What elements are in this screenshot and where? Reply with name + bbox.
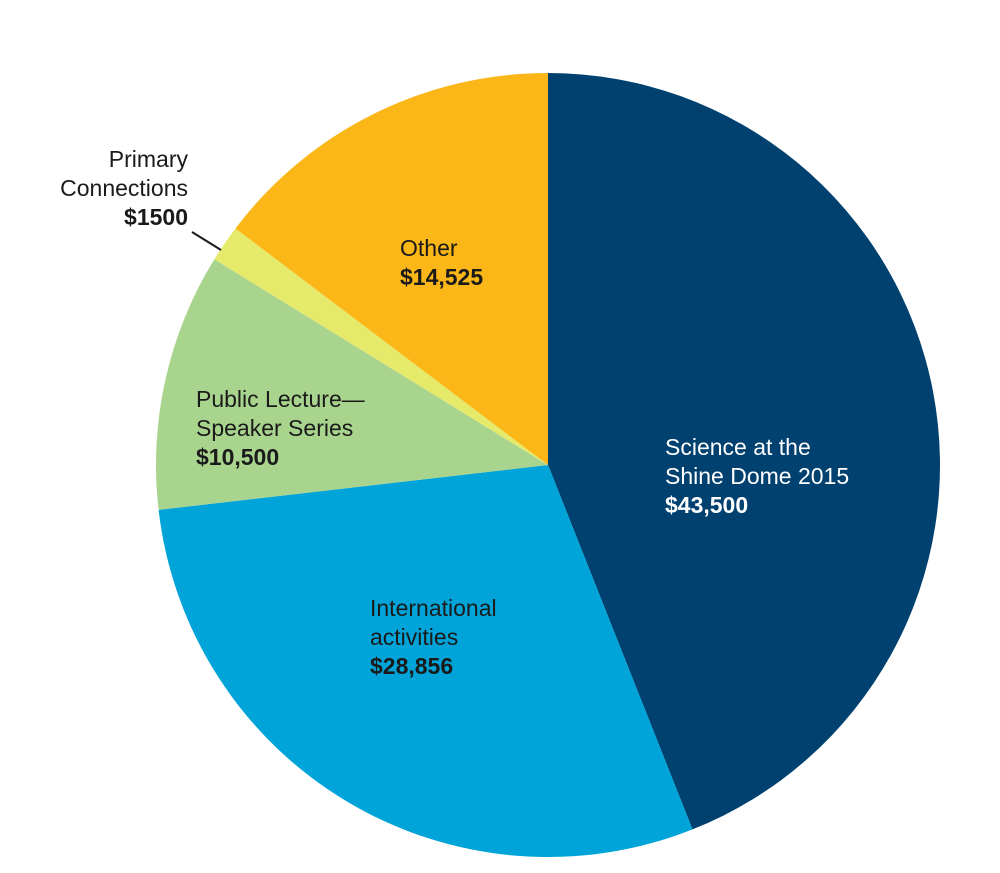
slice-name-line: Speaker Series <box>196 415 353 441</box>
slice-label-primary-connections: Primary Connections $1500 <box>60 146 188 230</box>
slice-name-line: Primary <box>109 146 189 172</box>
slice-name-line: Shine Dome 2015 <box>665 463 849 489</box>
pie-labels: Science at the Shine Dome 2015 $43,500 Inte… <box>60 146 849 679</box>
slice-value-label: $14,525 <box>400 264 483 290</box>
slice-value-label: $43,500 <box>665 492 748 518</box>
slice-name-line: Other <box>400 235 458 261</box>
slice-name-line: Science at the <box>665 434 811 460</box>
pie-slice-public-lecture-speaker-series <box>155 259 548 510</box>
slice-value-label: $10,500 <box>196 444 279 470</box>
slice-name-line: International <box>370 595 497 621</box>
slice-label-science-at-the-shine-dome: Science at the Shine Dome 2015 $43,500 <box>665 434 849 518</box>
slice-value-label: $1500 <box>124 204 188 230</box>
slice-label-public-lecture-speaker-series: Public Lecture— Speaker Series $10,500 <box>196 386 365 470</box>
pie-slice-other <box>235 73 549 465</box>
pie-slice-international-activities <box>158 465 693 857</box>
slice-name-line: activities <box>370 624 458 650</box>
slice-value-label: $28,856 <box>370 653 453 679</box>
slice-label-international-activities: International activities $28,856 <box>370 595 497 679</box>
slice-name-line: Connections <box>60 175 188 201</box>
slice-label-other: Other $14,525 <box>400 235 483 290</box>
pie-slice-science-at-the-shine-dome <box>548 73 940 830</box>
pie-slices <box>155 73 940 857</box>
leader-line-primary-connections <box>191 231 222 251</box>
slice-name-line: Public Lecture— <box>196 386 365 412</box>
pie-slice-primary-connections <box>214 228 548 465</box>
